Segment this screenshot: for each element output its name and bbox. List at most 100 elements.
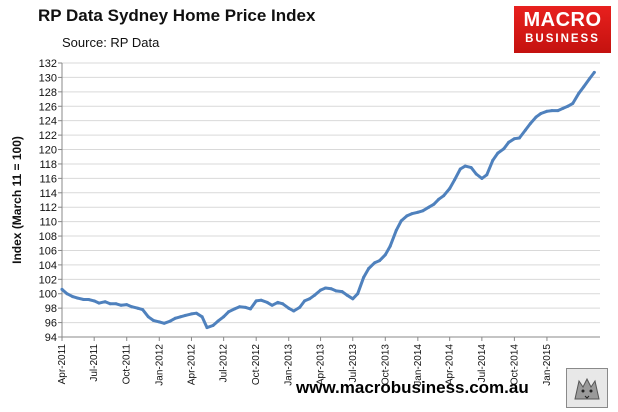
- logo-line-2: BUSINESS: [525, 33, 600, 45]
- data-point: [125, 303, 129, 307]
- data-point: [249, 307, 252, 311]
- y-tick-label: 124: [39, 116, 57, 128]
- data-point: [130, 305, 134, 309]
- y-tick-label: 130: [39, 72, 57, 84]
- data-point: [442, 194, 446, 198]
- data-point: [157, 320, 161, 324]
- data-point: [432, 202, 436, 206]
- data-point: [458, 167, 462, 171]
- data-point: [561, 106, 565, 110]
- data-point: [356, 292, 360, 296]
- x-tick-label: Jan-2013: [284, 344, 295, 386]
- data-point: [162, 321, 166, 325]
- data-point: [469, 166, 473, 170]
- data-point: [200, 315, 204, 319]
- x-tick-label: Jul-2014: [477, 344, 488, 383]
- data-point: [362, 275, 366, 279]
- data-point: [556, 109, 560, 113]
- x-tick-label: Oct-2011: [122, 344, 133, 385]
- data-point: [577, 91, 581, 95]
- x-tick-label: Oct-2014: [509, 344, 520, 386]
- data-point: [303, 299, 307, 303]
- logo-line-1: MACRO: [523, 9, 602, 31]
- data-point: [313, 293, 317, 297]
- x-tick-label: Oct-2012: [251, 344, 262, 386]
- data-point: [373, 261, 377, 265]
- data-point: [87, 298, 90, 301]
- data-point: [545, 109, 549, 113]
- y-tick-label: 126: [39, 101, 57, 113]
- y-tick-label: 94: [45, 332, 57, 344]
- data-point: [244, 305, 248, 309]
- data-point: [71, 295, 75, 299]
- axes: [58, 62, 600, 341]
- data-point: [491, 158, 495, 162]
- data-point: [97, 301, 101, 305]
- data-point: [351, 297, 355, 301]
- data-point: [168, 319, 172, 323]
- data-point: [587, 77, 591, 81]
- data-point: [427, 205, 431, 209]
- data-point: [502, 147, 506, 151]
- x-tick-label: Jan-2015: [542, 344, 553, 386]
- x-tick-label: Jul-2012: [219, 344, 230, 383]
- y-tick-label: 132: [39, 58, 57, 70]
- data-point: [523, 128, 527, 132]
- data-point: [205, 326, 209, 330]
- y-tick-label: 114: [39, 188, 57, 200]
- y-tick-label: 100: [39, 289, 57, 301]
- x-tick-label: Oct-2013: [380, 344, 391, 386]
- data-point: [227, 310, 231, 314]
- data-point: [399, 219, 403, 223]
- data-point: [507, 140, 511, 144]
- data-point: [114, 302, 118, 306]
- data-point: [190, 312, 193, 316]
- gridlines: [62, 62, 600, 324]
- data-point: [216, 319, 220, 323]
- data-point: [512, 137, 516, 141]
- data-point: [334, 289, 338, 293]
- data-point: [566, 104, 570, 108]
- data-point: [265, 300, 269, 304]
- data-point: [136, 306, 140, 310]
- data-point: [453, 178, 457, 182]
- y-tick-label: 120: [39, 145, 57, 157]
- y-tick-label: 106: [39, 245, 57, 257]
- data-point: [550, 109, 554, 113]
- data-point: [463, 164, 467, 168]
- data-point: [394, 228, 398, 232]
- data-point: [92, 299, 96, 303]
- x-tick-labels: Apr-2011 Jul-2011 Oct-2011 Jan-2012 Apr-2012…: [57, 344, 553, 386]
- data-point: [254, 299, 258, 303]
- y-tick-label: 110: [39, 217, 57, 229]
- y-tick-label: 96: [45, 318, 57, 330]
- data-point: [183, 313, 187, 317]
- x-tick-label: Apr-2012: [186, 344, 197, 386]
- data-point: [308, 297, 312, 301]
- chart-title: RP Data Sydney Home Price Index: [38, 6, 316, 25]
- y-tick-label: 122: [39, 130, 57, 142]
- data-point: [345, 293, 349, 297]
- data-point: [383, 253, 387, 257]
- data-point: [270, 303, 274, 307]
- data-point: [416, 210, 420, 214]
- data-point: [324, 286, 327, 290]
- data-point: [179, 315, 182, 319]
- data-point: [298, 305, 302, 309]
- data-point: [287, 306, 291, 310]
- data-point: [534, 115, 538, 119]
- data-point: [76, 296, 80, 300]
- data-point: [146, 315, 150, 319]
- data-point: [340, 290, 344, 294]
- data-point: [276, 300, 280, 304]
- footer-url[interactable]: www.macrobusiness.com.au: [296, 378, 529, 397]
- data-point: [496, 151, 500, 155]
- y-tick-labels: 94 96 98 100 102 104 106 108 110 112 114 116 118 120 1…: [39, 58, 57, 344]
- data-point: [378, 259, 382, 263]
- data-point: [539, 112, 543, 115]
- y-tick-label: 98: [45, 303, 57, 315]
- data-point: [151, 318, 155, 322]
- data-point: [119, 303, 123, 307]
- data-point: [410, 212, 414, 216]
- data-point: [173, 316, 177, 320]
